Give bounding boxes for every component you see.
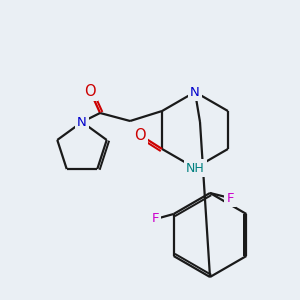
- Text: NH: NH: [186, 161, 204, 175]
- Text: F: F: [152, 212, 159, 226]
- Text: O: O: [134, 128, 146, 142]
- Text: F: F: [226, 191, 234, 205]
- Text: N: N: [77, 116, 87, 128]
- Text: O: O: [84, 83, 96, 98]
- Text: N: N: [190, 85, 200, 98]
